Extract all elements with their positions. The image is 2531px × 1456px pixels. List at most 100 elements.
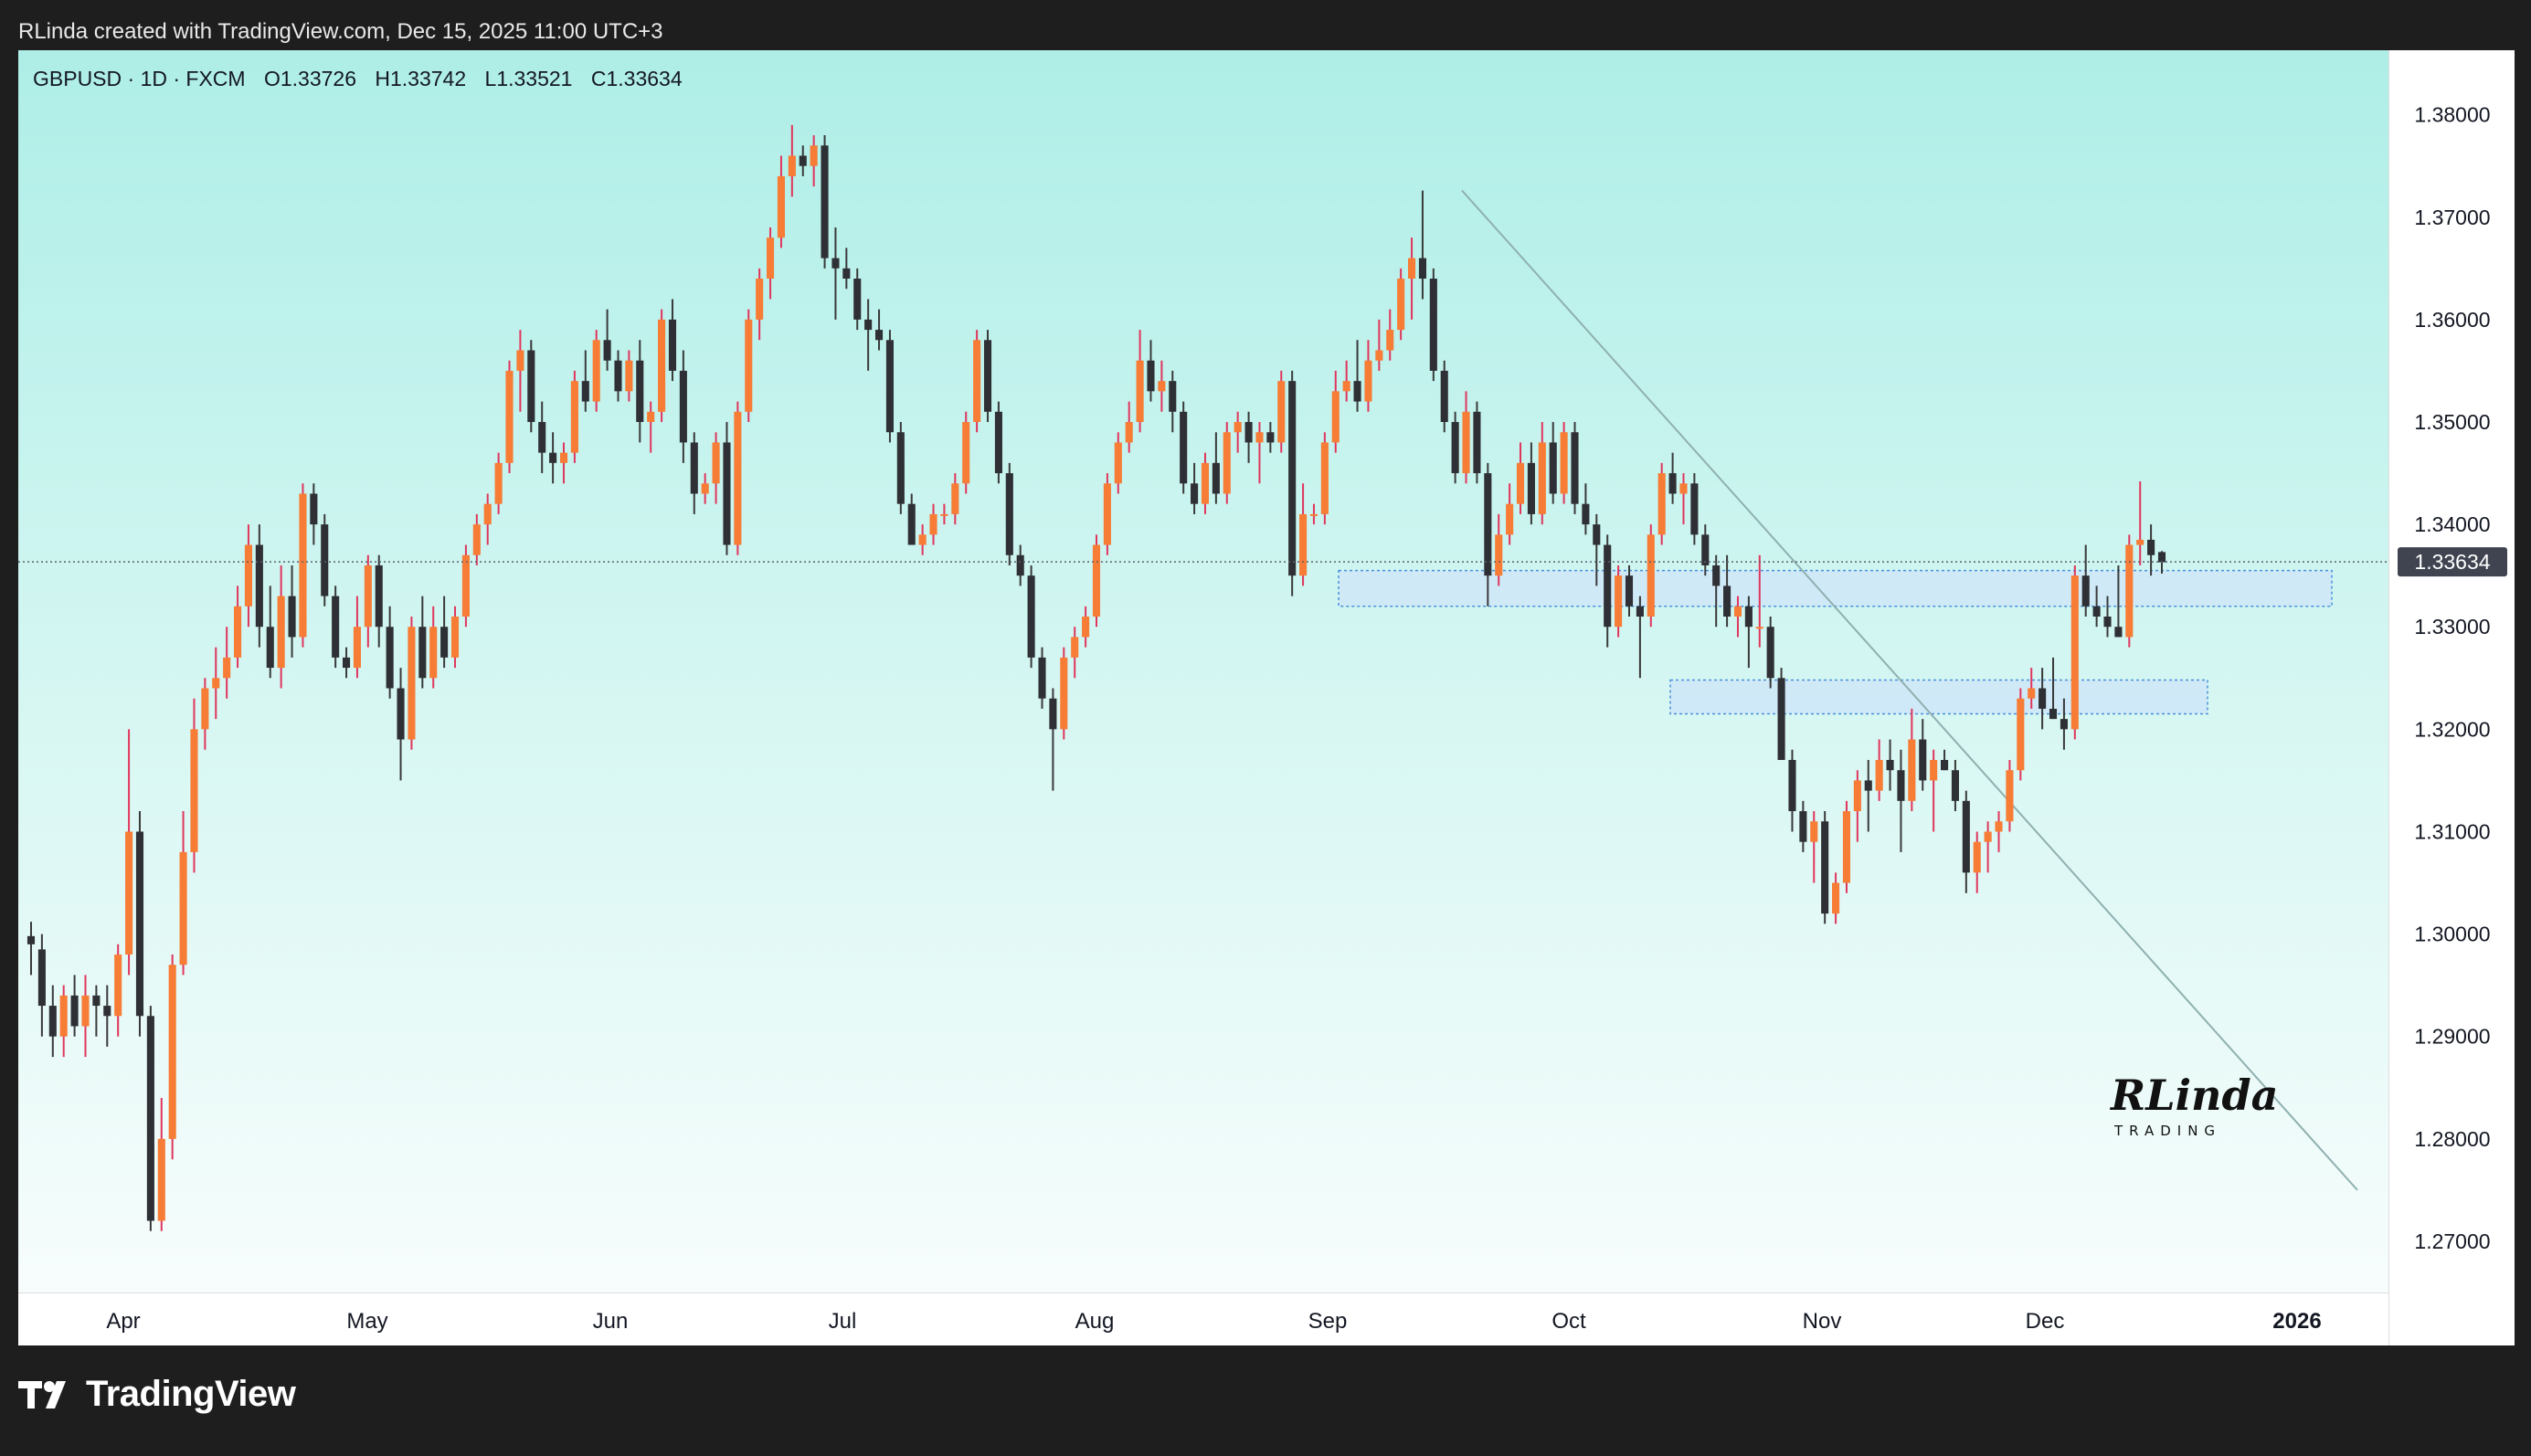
candle [1147, 340, 1155, 402]
candle-body [1169, 381, 1177, 412]
candle-body [581, 381, 589, 402]
candle-body [559, 452, 568, 463]
candle [2147, 524, 2155, 576]
candle [799, 145, 807, 176]
price-tick-label: 1.35000 [2414, 410, 2490, 434]
candle [1169, 370, 1177, 433]
candle [1744, 596, 1753, 669]
candle-body [201, 688, 209, 730]
candle [788, 124, 796, 197]
candle-body [234, 606, 242, 658]
price-axis[interactable] [2388, 50, 2515, 1345]
candle-body [212, 678, 220, 689]
candle [483, 493, 492, 545]
candle [647, 401, 655, 453]
candle-body [2114, 627, 2123, 638]
candle-body [1886, 759, 1894, 771]
candle [810, 135, 818, 187]
candle [1005, 462, 1013, 565]
candle-body [397, 688, 405, 740]
candle [1853, 770, 1861, 842]
candle [1930, 749, 1938, 832]
candle-body [767, 237, 775, 280]
candle-body [223, 657, 231, 679]
last-price-badge [2398, 547, 2507, 577]
candle [332, 586, 340, 669]
candle-body [48, 1006, 57, 1037]
candle [1309, 503, 1318, 525]
candle-body [1114, 442, 1122, 484]
candle-body [1766, 627, 1774, 679]
candle [527, 340, 535, 433]
candle [135, 811, 144, 1037]
candle [310, 483, 318, 545]
candle-body [1733, 606, 1742, 617]
watermark-name: RLinda [2109, 1071, 2278, 1120]
candle [223, 627, 231, 699]
candle-body [483, 503, 492, 525]
candle [266, 586, 274, 679]
candle-body [1353, 381, 1361, 402]
candle-body [994, 411, 1002, 474]
candle [277, 564, 285, 689]
candle-body [1060, 657, 1068, 730]
legend-low: L1.33521 [484, 67, 573, 90]
last-price-layer: 1.33634 [18, 547, 2507, 577]
symbol-legend[interactable]: GBPUSD · 1D · FXCM O1.33726 H1.33742 L1.… [33, 67, 695, 91]
candle-body [821, 145, 829, 258]
time-axis[interactable] [18, 1292, 2388, 1345]
price-tick-label: 1.38000 [2414, 103, 2490, 127]
candle [1082, 606, 1090, 648]
candle-body [1125, 421, 1133, 443]
candle-body [799, 155, 807, 166]
candle [1049, 688, 1057, 791]
candle-body [973, 340, 981, 422]
candle [1919, 719, 1927, 791]
candle-body [179, 851, 187, 965]
candle-body [1266, 432, 1275, 443]
candle [1440, 360, 1448, 433]
candle [1277, 370, 1286, 453]
chart-frame[interactable]: 1.33634 1.38000 1.37000 1.36000 1.35000 1.34… [18, 50, 2515, 1345]
candle-body [310, 493, 318, 525]
candlestick-chart[interactable]: 1.33634 1.38000 1.37000 1.36000 1.35000 1.34… [18, 50, 2515, 1345]
candle [1506, 483, 1514, 545]
candle-body [549, 452, 557, 463]
candle-body [450, 617, 460, 658]
candle [745, 309, 753, 422]
candle [1212, 432, 1220, 504]
candle-body [1582, 503, 1590, 525]
candle-body [592, 340, 600, 402]
candle [1527, 442, 1535, 525]
candle-body [353, 627, 361, 669]
candle-body [1495, 534, 1503, 576]
candle-body [2103, 617, 2112, 628]
candle [2081, 544, 2090, 617]
candle-body [951, 483, 959, 514]
candle-body [1277, 381, 1286, 443]
candle [168, 955, 176, 1160]
candle [2017, 688, 2025, 781]
candle [1549, 421, 1557, 504]
candle [896, 421, 905, 514]
candle-body [2081, 575, 2090, 607]
candle [125, 729, 133, 976]
price-tick-label: 1.32000 [2414, 717, 2490, 741]
candle-body [1212, 462, 1220, 494]
candle-body [1386, 330, 1394, 351]
candle [353, 596, 361, 679]
legend-close: C1.33634 [590, 67, 683, 90]
candle [2070, 564, 2079, 740]
candle [1951, 759, 1959, 812]
candle [1234, 411, 1242, 453]
candle-body [103, 1006, 111, 1017]
candle-body [940, 513, 948, 516]
candle [157, 1097, 165, 1231]
candle [1516, 442, 1525, 514]
candle-body [2006, 770, 2014, 822]
candle [570, 370, 578, 463]
tradingview-footer[interactable]: TradingView [18, 1374, 296, 1415]
candle-body [1342, 381, 1350, 392]
legend-high: H1.33742 [375, 67, 467, 90]
candle [26, 922, 36, 976]
